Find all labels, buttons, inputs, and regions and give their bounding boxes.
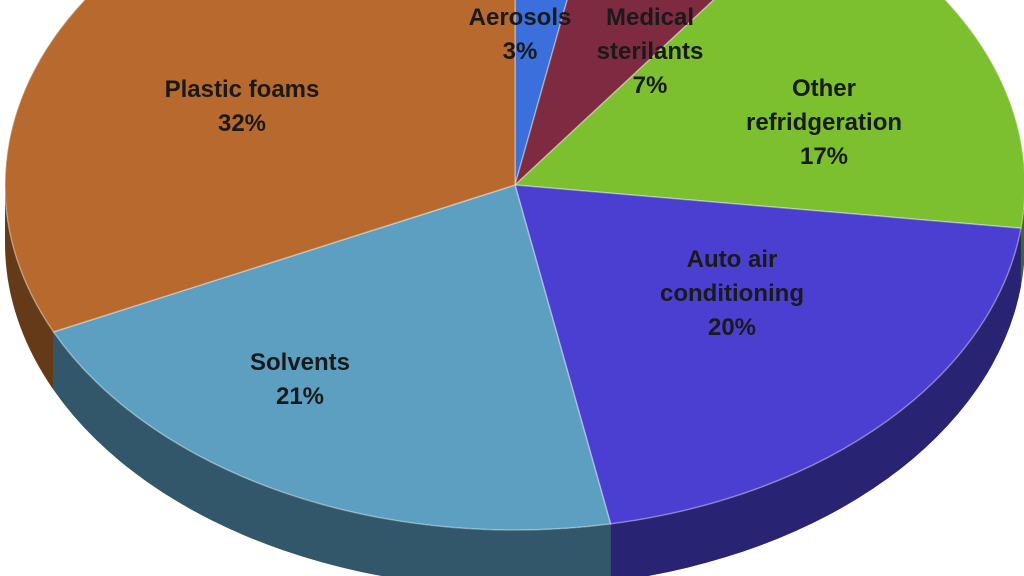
label-medical-sterilants: Medical sterilants 7%	[597, 4, 704, 99]
side-wall-plastic-foams	[5, 185, 54, 390]
slice-plastic-foams	[4, 0, 516, 333]
label-plastic-foams: Plastic foams 32%	[165, 76, 320, 137]
label-line: Plastic foams	[165, 76, 320, 103]
label-line: conditioning	[660, 280, 804, 307]
label-line: 20%	[708, 314, 756, 341]
side-wall-solvents	[53, 331, 611, 576]
label-line: 3%	[503, 38, 538, 65]
pie-labels: Aerosols 3% Medical sterilants 7% Other refrid…	[165, 4, 902, 410]
label-other-refridgeration: Other refridgeration 17%	[746, 75, 902, 170]
pie-side-walls	[5, 185, 1024, 576]
label-solvents: Solvents 21%	[250, 349, 350, 410]
label-line: Auto air	[687, 246, 778, 273]
side-wall-other-refridgeration	[1020, 206, 1024, 287]
label-line: 17%	[800, 143, 848, 170]
slice-solvents	[52, 184, 612, 531]
label-aerosols: Aerosols 3%	[469, 4, 572, 65]
label-line: 32%	[218, 110, 266, 137]
slice-auto-air-conditioning	[513, 184, 1022, 525]
slice-medical-sterilants	[513, 0, 715, 188]
side-wall-auto-air-conditioning	[610, 228, 1021, 576]
label-line: 21%	[276, 383, 324, 410]
label-line: Other	[792, 75, 856, 102]
slice-aerosols	[514, 0, 568, 186]
label-line: Medical	[606, 4, 694, 31]
label-line: refridgeration	[746, 109, 902, 136]
label-line: sterilants	[597, 38, 704, 65]
label-line: Solvents	[250, 349, 350, 376]
slice-other-refridgeration	[513, 0, 1024, 230]
label-line: Aerosols	[469, 4, 572, 31]
pie-top-faces	[4, 0, 1024, 531]
label-line: 7%	[633, 72, 668, 99]
label-auto-air-conditioning: Auto air conditioning 20%	[660, 246, 804, 341]
